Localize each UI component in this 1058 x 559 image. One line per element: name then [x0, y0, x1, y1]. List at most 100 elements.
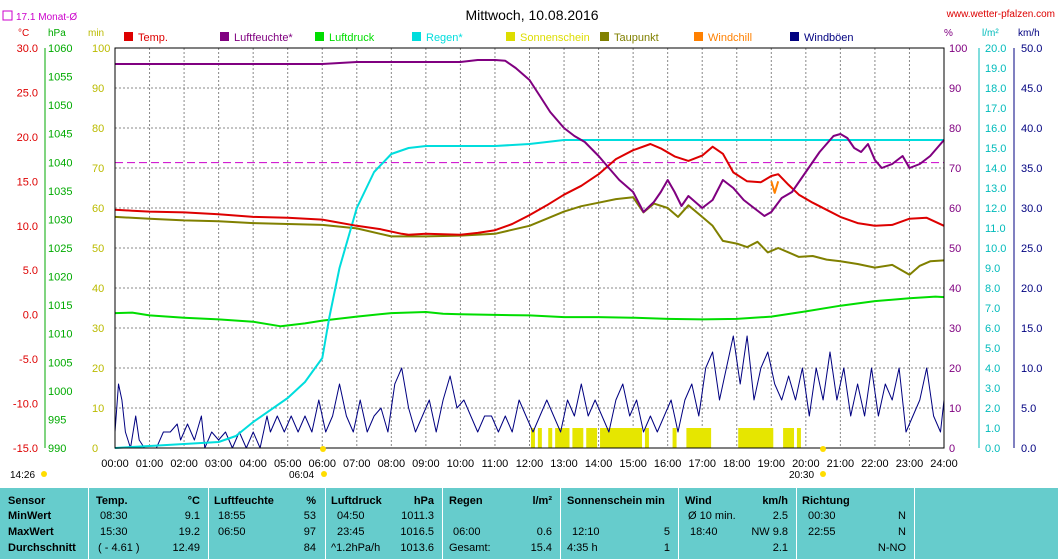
sunshine-bar: [752, 428, 757, 448]
sunshine-bar: [689, 428, 694, 448]
wind-tick: 50.0: [1021, 43, 1042, 55]
header-temp: Temp.: [96, 495, 128, 507]
avg-temp-value: 12.49: [172, 542, 200, 554]
min-temp-value: 9.1: [184, 510, 200, 522]
min-wind-time: Ø 10 min.: [688, 510, 736, 522]
sunshine-bar: [738, 428, 743, 448]
time-tick: 23:00: [896, 458, 924, 470]
rain-tick: 0.0: [985, 443, 1000, 455]
sunrise-icon: [321, 471, 327, 477]
min-humidity-value: 53: [303, 510, 316, 522]
sunshine-bar: [565, 428, 570, 448]
temp-tick: -15.0: [13, 443, 38, 455]
avg-direction-value: N-NO: [877, 542, 906, 554]
temp-axis: 30.0 25.0 20.0 15.0 10.0 5.0 0.0 -5.0 -10.0 -15.0: [13, 43, 38, 455]
time-tick: 10:00: [447, 458, 475, 470]
sunshine-tick: 80: [92, 123, 104, 135]
sunshine-bar: [562, 428, 567, 448]
wind-axis: 50.0 45.0 40.0 35.0 30.0 25.0 20.0 15.0 10.0 5.0 0…: [1021, 43, 1042, 455]
sunshine-bar: [796, 428, 801, 448]
max-sun-time: 12:10: [572, 526, 600, 538]
time-tick: 08:00: [378, 458, 406, 470]
time-tick: 12:00: [516, 458, 544, 470]
sunshine-tick: 0: [92, 443, 98, 455]
sunshine-bars: [530, 428, 801, 448]
rain-tick: 6.0: [985, 323, 1000, 335]
avg-wind-value: 2.1: [772, 542, 788, 554]
header-pressure-unit: hPa: [413, 495, 434, 507]
sunshine-tick: 70: [92, 163, 104, 175]
rain-tick: 17.0: [985, 103, 1006, 115]
legend-label: Windböen: [804, 32, 854, 44]
humidity-tick: 50: [949, 243, 961, 255]
sunset-label: 20:30: [789, 470, 814, 481]
series-line-regen: [114, 139, 944, 449]
row-label-max: MaxWert: [8, 526, 54, 538]
time-tick: 04:00: [239, 458, 267, 470]
rain-tick: 14.0: [985, 163, 1006, 175]
header-direction: Richtung: [802, 495, 850, 507]
rain-tick: 9.0: [985, 263, 1000, 275]
max-rain-value: 0.6: [536, 526, 552, 538]
pressure-tick: 1020: [48, 272, 72, 284]
sunshine-bar: [620, 428, 625, 448]
rain-tick: 10.0: [985, 243, 1006, 255]
avg-pressure-trend: ^1.2hPa/h: [331, 542, 381, 554]
sunshine-tick: 40: [92, 283, 104, 295]
max-temp-value: 19.2: [178, 526, 200, 538]
humidity-tick: 60: [949, 203, 961, 215]
legend-swatch: [315, 32, 324, 41]
sunshine-bar: [624, 428, 629, 448]
pressure-tick: 1040: [48, 157, 72, 169]
temp-tick: 30.0: [17, 43, 38, 55]
grid: [115, 48, 944, 448]
time-tick: 05:00: [274, 458, 302, 470]
wind-tick: 40.0: [1021, 123, 1042, 135]
min-humidity-time: 18:55: [218, 510, 246, 522]
sunshine-bar: [769, 428, 774, 448]
max-temp-time: 15:30: [100, 526, 128, 538]
max-pressure-value: 1016.5: [400, 526, 434, 538]
sunshine-bar: [600, 428, 605, 448]
site-link[interactable]: www.wetter-pfalzen.com: [946, 9, 1055, 20]
series-line-temp: [114, 143, 945, 236]
series-line-taupunkt: [114, 196, 945, 276]
pressure-tick: 995: [48, 414, 66, 426]
sunshine-bar: [530, 428, 535, 448]
legend-swatch: [790, 32, 799, 41]
max-direction-time: 22:55: [808, 526, 836, 538]
wind-tick: 30.0: [1021, 203, 1042, 215]
humidity-tick: 40: [949, 283, 961, 295]
temp-tick: 0.0: [23, 310, 38, 322]
time-tick: 20:00: [792, 458, 820, 470]
sunshine-bar: [634, 428, 639, 448]
sunshine-bar: [572, 428, 577, 448]
max-wind-value: NW 9.8: [751, 526, 788, 538]
pressure-tick: 1025: [48, 243, 72, 255]
time-tick: 09:00: [412, 458, 440, 470]
wind-tick: 45.0: [1021, 83, 1042, 95]
temp-tick: -5.0: [19, 354, 38, 366]
rain-axis: 20.0 19.0 18.0 17.0 16.0 15.0 14.0 13.0 12.0 11.0…: [985, 43, 1006, 455]
update-time-label: 14:26: [10, 470, 35, 481]
temp-tick: 15.0: [17, 176, 38, 188]
pressure-tick: 1050: [48, 100, 72, 112]
time-tick: 21:00: [827, 458, 855, 470]
legend-label: Regen*: [426, 32, 463, 44]
legend-label: Luftdruck: [329, 32, 375, 44]
header-sensor: Sensor: [8, 495, 46, 507]
series-line-luftdruck: [114, 295, 945, 328]
min-pressure-value: 1011.3: [401, 510, 434, 522]
sunshine-bar: [707, 428, 712, 448]
wind-tick: 25.0: [1021, 243, 1042, 255]
rain-tick: 19.0: [985, 63, 1006, 75]
sunshine-bar: [579, 428, 584, 448]
rain-tick: 13.0: [985, 183, 1006, 195]
rain-tick: 11.0: [985, 223, 1006, 235]
time-tick: 07:00: [343, 458, 371, 470]
sunshine-bar: [696, 428, 701, 448]
legend-label: Temp.: [138, 32, 168, 44]
sunshine-bar: [672, 428, 677, 448]
max-sun-value: 5: [663, 526, 670, 538]
pressure-tick: 990: [48, 443, 66, 455]
